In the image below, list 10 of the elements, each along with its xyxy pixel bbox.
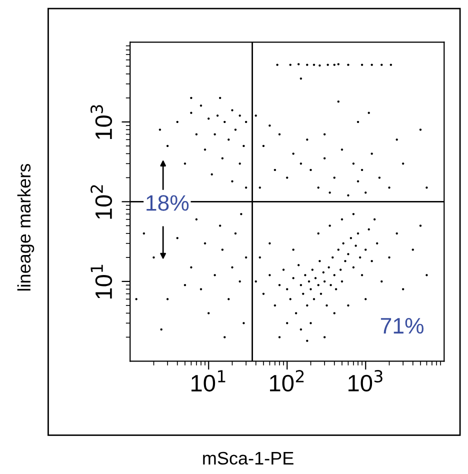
y-tick-label: 10$^{1}$: [90, 264, 112, 299]
y-tick-label: 10$^{2}$: [90, 185, 112, 219]
x-tick-label: 10$^{1}$: [192, 370, 226, 392]
x-tick-label: 10$^{2}$: [270, 370, 304, 392]
x-axis-title: mSca-1-PE: [203, 452, 294, 465]
x-tick-label: 10$^{3}$: [348, 370, 382, 392]
y-axis-title: lineage markers: [17, 164, 34, 291]
annotation: 71%: [380, 318, 424, 334]
y-tick-label: 10$^{3}$: [90, 105, 112, 140]
annotation: 18%: [146, 195, 189, 211]
